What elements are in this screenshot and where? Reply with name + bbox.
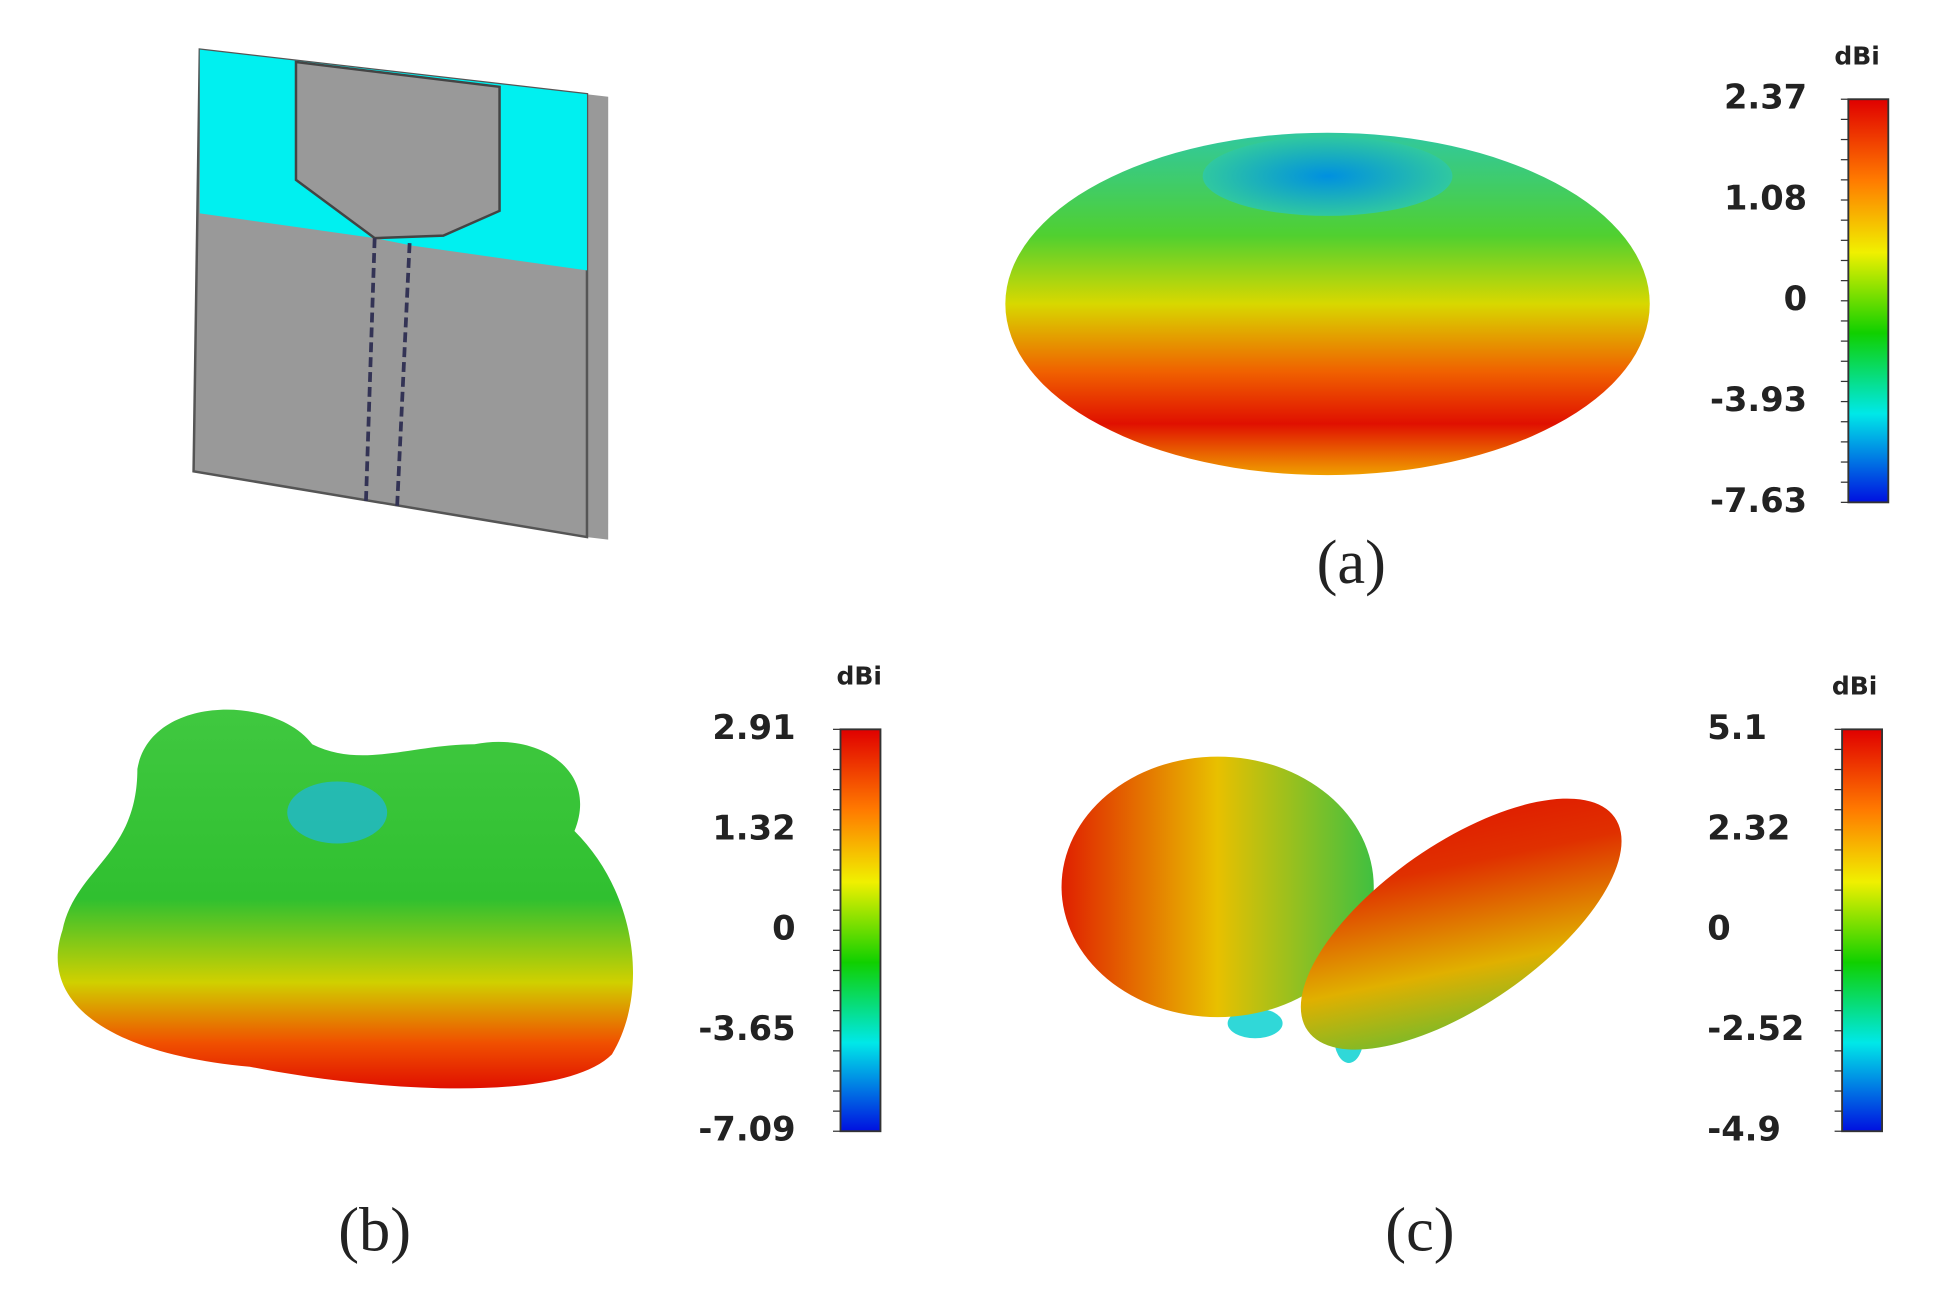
colorbar xyxy=(1841,728,1883,1133)
antenna-model xyxy=(192,48,609,540)
colorbar-tick-label: -4.9 xyxy=(1707,1110,1781,1149)
pattern-a xyxy=(1005,132,1650,476)
colorbar-tick-label: -3.93 xyxy=(1710,380,1807,419)
pattern-b xyxy=(57,709,634,1089)
colorbar-tick-label: -7.63 xyxy=(1710,481,1807,520)
pattern-c xyxy=(1061,756,1622,1064)
colorbar-tick-label: 2.32 xyxy=(1707,808,1790,847)
colorbar-tick-label: 2.91 xyxy=(712,708,795,747)
colorbar-unit: dBi xyxy=(1832,672,1877,701)
colorbar-unit: dBi xyxy=(1834,42,1879,71)
colorbar xyxy=(1847,98,1890,504)
colorbar-tick-label: 1.32 xyxy=(712,808,795,847)
colorbar-tick-label: 0 xyxy=(1784,279,1807,318)
colorbar-tick-label: -2.52 xyxy=(1707,1009,1804,1048)
colorbar-tick-label: 0 xyxy=(772,909,795,948)
colorbar-tick-label: 0 xyxy=(1707,909,1730,948)
panel-label: (b) xyxy=(338,1196,411,1264)
colorbar-tick-label: 2.37 xyxy=(1724,78,1807,117)
colorbar-tick-label: 5.1 xyxy=(1707,708,1767,747)
colorbar-unit: dBi xyxy=(837,662,882,691)
panel-label: (a) xyxy=(1317,529,1386,597)
panel-label: (c) xyxy=(1385,1196,1454,1264)
colorbar-tick-label: -7.09 xyxy=(698,1110,795,1149)
colorbar-tick-label: 1.08 xyxy=(1724,179,1807,218)
colorbar-tick-label: -3.65 xyxy=(698,1009,795,1048)
colorbar xyxy=(839,728,882,1133)
